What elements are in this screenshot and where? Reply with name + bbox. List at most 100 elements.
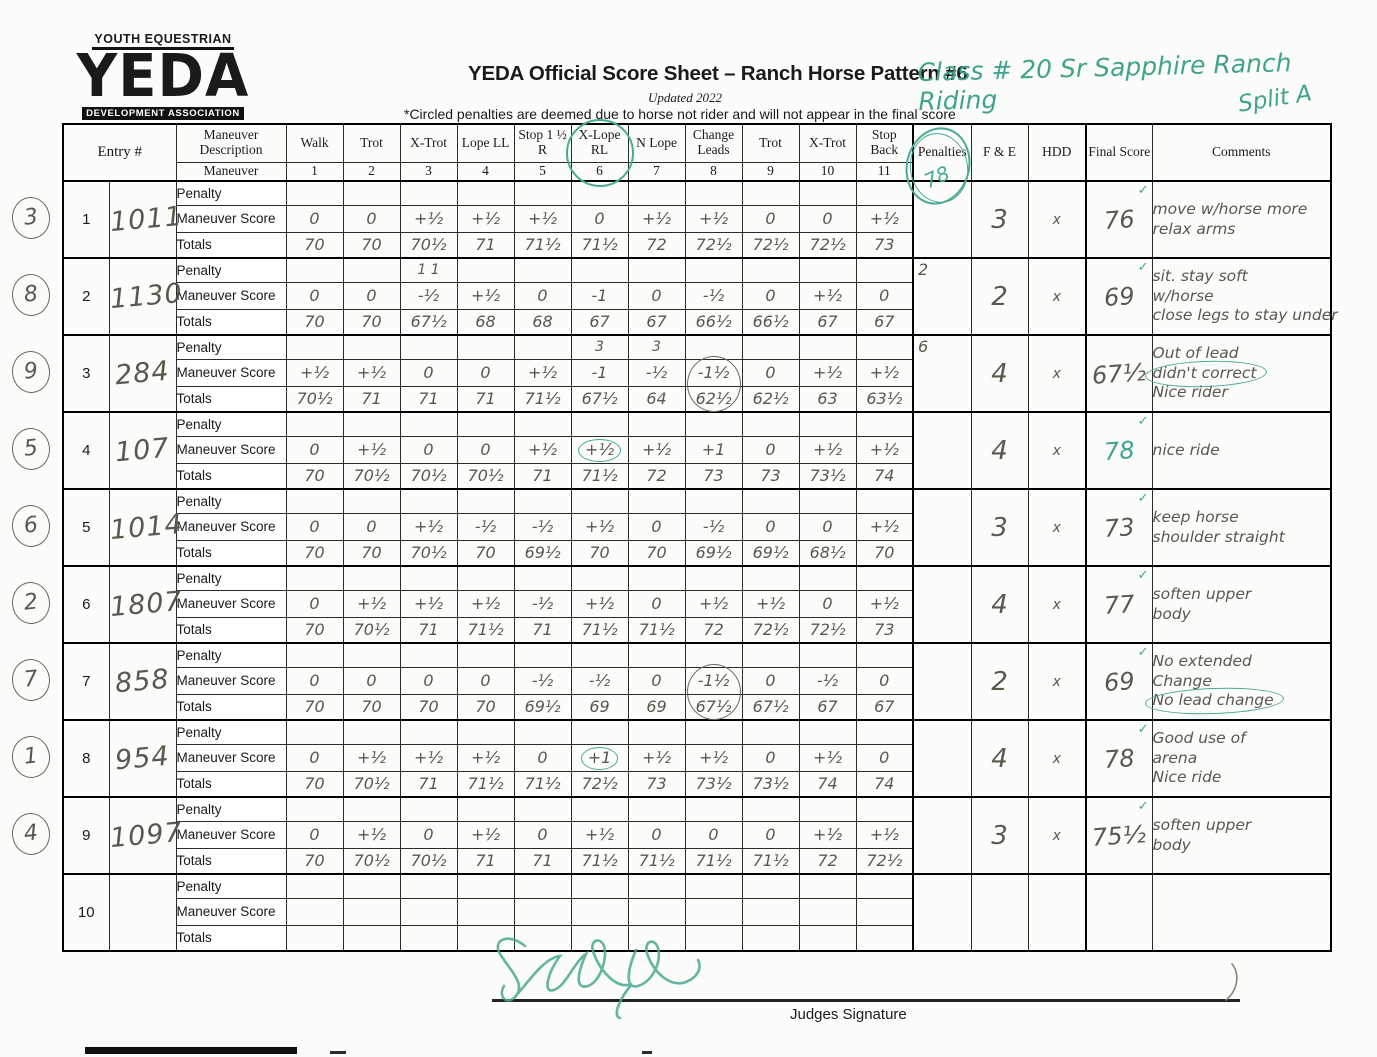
entry-number: 1011 xyxy=(108,200,184,239)
total-value: 69½ xyxy=(524,696,561,716)
comments-cell: move w/horse more relax arms xyxy=(1151,180,1332,259)
total-value: 73 xyxy=(703,465,724,485)
scan-artifact-dash xyxy=(330,1051,346,1054)
signature-line xyxy=(492,999,1240,1002)
maneuver-row-header: Maneuver xyxy=(175,161,287,182)
maneuver-score: -½ xyxy=(645,362,668,382)
hdd-value: x xyxy=(1052,519,1061,536)
hdd-header: HDD xyxy=(1027,123,1087,182)
comment-line: Nice rider xyxy=(1152,383,1228,402)
fe-cell xyxy=(970,873,1029,952)
comment-line: No extended xyxy=(1152,652,1252,671)
total-value: 67 xyxy=(817,311,838,331)
total-value: 67 xyxy=(874,311,895,331)
comments-cell: soften upper body xyxy=(1151,565,1332,644)
entry-row-number: 7 xyxy=(62,642,110,721)
entry-row-penalty: 7 858 Penalty 2 x ✓ 69 No extended Change N… xyxy=(62,642,1332,721)
total-value: 67½ xyxy=(695,696,732,716)
maneuver-score: +½ xyxy=(869,593,899,613)
hdd-value: x xyxy=(1052,288,1061,305)
maneuver-score: +½ xyxy=(357,824,386,844)
column-header-stop: Stop 1 ½ R xyxy=(513,123,572,163)
total-value: 70½ xyxy=(410,850,447,870)
total-value: 66½ xyxy=(752,311,789,331)
check-mark-icon: ✓ xyxy=(1137,259,1149,274)
maneuver-score: 0 xyxy=(423,439,434,459)
maneuver-score: -½ xyxy=(702,285,725,305)
comment-line: didn't correct xyxy=(1152,363,1257,382)
check-mark-icon: ✓ xyxy=(1137,490,1149,505)
comment-line: move w/horse more xyxy=(1152,200,1308,219)
yeda-logo: YOUTH EQUESTRIAN YEDA DEVELOPMENT ASSOCI… xyxy=(68,30,258,121)
maneuver-score: +½ xyxy=(528,208,557,228)
maneuver-num-1: 1 xyxy=(285,161,344,182)
total-value: 71 xyxy=(532,850,553,870)
maneuver-num-10: 10 xyxy=(798,161,857,182)
logo-bottom-text: DEVELOPMENT ASSOCIATION xyxy=(82,107,244,121)
fe-value: 3 xyxy=(991,820,1008,851)
maneuver-score-label: Maneuver Score xyxy=(175,820,287,849)
total-value: 71½ xyxy=(752,850,789,870)
maneuver-score: 0 xyxy=(423,670,434,690)
total-value: 70 xyxy=(646,542,667,562)
comments-header: Comments xyxy=(1151,123,1332,182)
penalty-label: Penalty xyxy=(175,334,287,360)
placing-circle: 3 xyxy=(9,195,53,241)
entry-row-penalty: 10 Penalty xyxy=(62,873,1332,952)
entry-number-cell: 954 xyxy=(108,719,177,798)
check-mark-icon: ✓ xyxy=(1137,182,1149,197)
penalty-label: Penalty xyxy=(175,180,287,206)
total-value: 72½ xyxy=(752,234,789,254)
entry-row-number: 9 xyxy=(62,796,110,875)
maneuver-score: +½ xyxy=(578,438,621,462)
maneuver-score: -1 xyxy=(591,285,608,305)
comments-cell: Out of lead didn't correct Nice rider xyxy=(1151,334,1332,413)
total-value: 70 xyxy=(418,696,439,716)
comment-line: relax arms xyxy=(1152,219,1236,238)
entry-row-score: Maneuver Score +½ +½ 0 0 +½ -1 -½ -1½ 0 … xyxy=(63,356,1331,412)
placing-circle: 9 xyxy=(9,349,53,395)
column-header-xtrot10: X-Trot xyxy=(798,123,857,163)
placing-circle: 8 xyxy=(9,272,53,318)
total-value: 68 xyxy=(532,311,553,331)
entry-row-score: Maneuver Score xyxy=(63,897,1331,926)
totals-label: Totals xyxy=(175,616,287,644)
hdd-value: x xyxy=(1052,442,1061,459)
entry-number: 1130 xyxy=(108,277,184,316)
entry-row-number: 6 xyxy=(62,565,110,644)
penalties-header-scribble: 78 xyxy=(897,120,979,212)
entry-row-number: 10 xyxy=(62,873,110,952)
total-value: 70½ xyxy=(410,234,447,254)
entry-number-cell xyxy=(108,873,177,952)
maneuver-score: 0 xyxy=(651,285,662,305)
maneuver-score: 0 xyxy=(822,208,833,228)
total-value: 71½ xyxy=(581,234,618,254)
comment-line: sit. stay soft xyxy=(1152,267,1248,286)
total-value: 67 xyxy=(646,311,667,331)
maneuver-score: 0 xyxy=(879,285,890,305)
penalties-total-cell: 6 xyxy=(912,334,972,413)
maneuver-num-2: 2 xyxy=(342,161,401,182)
fe-value: 2 xyxy=(991,281,1008,312)
hdd-cell: x xyxy=(1027,411,1087,490)
total-value: 70½ xyxy=(410,542,447,562)
maneuver-score: +½ xyxy=(813,285,842,305)
maneuver-score-label: Maneuver Score xyxy=(175,666,287,695)
entry-row-totals: Totals 70 70½ 71 71½ 71 71½ 71½ 72 72½ 7… xyxy=(63,616,1331,644)
total-value: 71½ xyxy=(638,619,675,639)
maneuver-score-label: Maneuver Score xyxy=(175,512,287,541)
maneuver-score: 0 xyxy=(309,593,320,613)
penalty-label: Penalty xyxy=(175,796,287,822)
hdd-cell: x xyxy=(1027,719,1087,798)
total-value: 71 xyxy=(361,388,382,408)
column-header-lope-ll: Lope LL xyxy=(456,123,515,163)
maneuver-score: +½ xyxy=(756,593,785,613)
penalties-total-cell xyxy=(912,565,972,644)
total-value: 71 xyxy=(532,465,553,485)
total-value: 71 xyxy=(475,388,496,408)
hdd-cell xyxy=(1027,873,1087,952)
totals-label: Totals xyxy=(175,231,287,259)
maneuver-score: +½ xyxy=(813,824,842,844)
entry-row-number: 1 xyxy=(62,180,110,259)
total-value: 73½ xyxy=(695,773,732,793)
